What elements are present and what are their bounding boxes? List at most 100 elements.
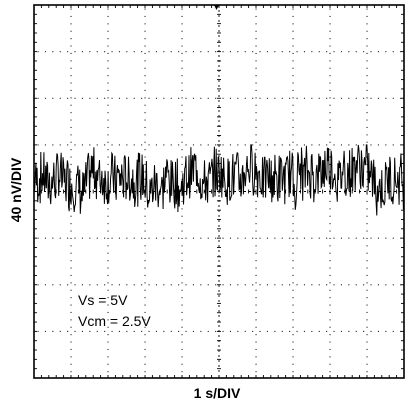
grid-dot <box>293 282 294 283</box>
grid-dot <box>182 245 183 246</box>
grid-dot <box>193 98 194 99</box>
grid-dot <box>289 144 290 145</box>
grid-dot <box>97 144 98 145</box>
grid-dot <box>108 75 109 76</box>
grid-dot <box>97 98 98 99</box>
grid-dot <box>293 75 294 76</box>
grid-dot <box>108 90 109 91</box>
grid-dot <box>385 331 386 332</box>
grid-dot <box>182 356 183 357</box>
grid-dot <box>256 208 257 209</box>
grid-dot <box>367 194 368 195</box>
grid-dot <box>108 371 109 372</box>
grid-dot <box>108 349 109 350</box>
grid-dot <box>348 331 349 332</box>
grid-dot <box>104 98 105 99</box>
grid-dot <box>330 297 331 298</box>
grid-dot <box>145 23 146 24</box>
grid-dot <box>71 268 72 269</box>
grid-dot <box>145 46 146 47</box>
grid-dot <box>108 31 109 32</box>
grid-dot <box>293 216 294 217</box>
grid-dot <box>126 144 127 145</box>
grid-dot <box>223 331 224 332</box>
grid-dot <box>67 144 68 145</box>
grid-dot <box>256 253 257 254</box>
grid-dot <box>67 51 68 52</box>
grid-dot <box>156 144 157 145</box>
grid-dot <box>108 275 109 276</box>
grid-dot <box>256 127 257 128</box>
grid-dot <box>326 331 327 332</box>
grid-dot <box>293 112 294 113</box>
grid-dot <box>145 149 146 150</box>
grid-dot <box>112 144 113 145</box>
grid-dot <box>378 238 379 239</box>
grid-dot <box>330 112 331 113</box>
grid-dot <box>367 364 368 365</box>
grid-dot <box>385 144 386 145</box>
grid-dot <box>367 208 368 209</box>
grid-dot <box>182 327 183 328</box>
grid-dot <box>71 120 72 121</box>
grid-dot <box>256 223 257 224</box>
grid-dot <box>182 364 183 365</box>
grid-dot <box>182 46 183 47</box>
grid-dot <box>200 238 201 239</box>
grid-dot <box>182 38 183 39</box>
grid-dot <box>104 331 105 332</box>
grid-dot <box>108 134 109 135</box>
grid-dot <box>108 97 109 98</box>
grid-dot <box>145 164 146 165</box>
grid-dot <box>71 90 72 91</box>
grid-dot <box>89 284 90 285</box>
grid-dot <box>67 98 68 99</box>
grid-dot <box>145 134 146 135</box>
grid-dot <box>134 284 135 285</box>
grid-dot <box>367 16 368 17</box>
y-axis-label: 40 nV/DIV <box>8 157 24 222</box>
grid-dot <box>341 331 342 332</box>
grid-dot <box>237 331 238 332</box>
grid-dot <box>71 356 72 357</box>
grid-dot <box>385 51 386 52</box>
grid-dot <box>356 284 357 285</box>
grid-dot <box>193 331 194 332</box>
grid-dot <box>67 331 68 332</box>
grid-dot <box>71 60 72 61</box>
grid-dot <box>256 268 257 269</box>
grid-dot <box>330 356 331 357</box>
grid-dot <box>293 342 294 343</box>
grid-dot <box>108 164 109 165</box>
grid-dot <box>341 98 342 99</box>
grid-dot <box>145 157 146 158</box>
grid-dot <box>330 105 331 106</box>
grid-dot <box>112 98 113 99</box>
grid-dot <box>256 334 257 335</box>
grid-dot <box>52 51 53 52</box>
grid-dot <box>297 331 298 332</box>
grid-dot <box>171 144 172 145</box>
grid-dot <box>293 16 294 17</box>
trigger-marker <box>214 5 219 10</box>
grid-dot <box>367 342 368 343</box>
grid-dot <box>230 284 231 285</box>
grid-dot <box>334 238 335 239</box>
grid-dot <box>293 53 294 54</box>
grid-dot <box>293 149 294 150</box>
grid-dot <box>182 305 183 306</box>
grid-dot <box>145 364 146 365</box>
grid-dot <box>367 31 368 32</box>
grid-dot <box>112 51 113 52</box>
grid-dot <box>330 364 331 365</box>
grid-dot <box>334 144 335 145</box>
grid-dot <box>71 253 72 254</box>
grid-dot <box>45 98 46 99</box>
grid-dot <box>38 284 39 285</box>
grid-dot <box>293 253 294 254</box>
grid-dot <box>75 284 76 285</box>
grid-dot <box>230 238 231 239</box>
grid-dot <box>371 144 372 145</box>
grid-dot <box>82 98 83 99</box>
